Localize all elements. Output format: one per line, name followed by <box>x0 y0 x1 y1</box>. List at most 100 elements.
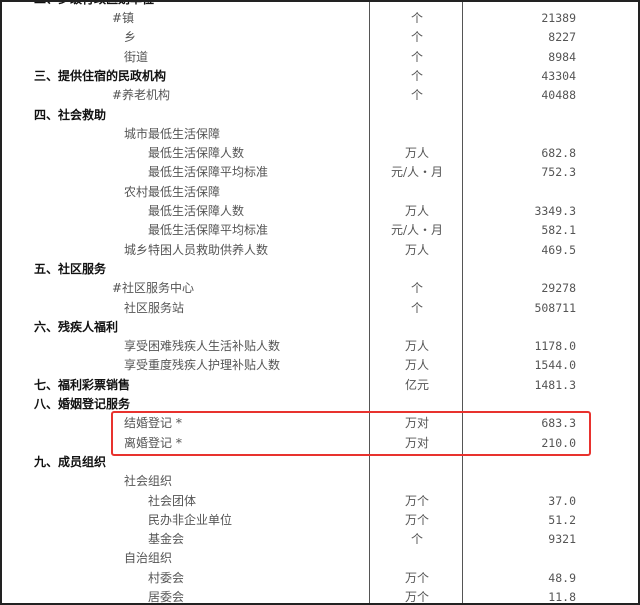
table-row: 城市最低生活保障 <box>2 125 638 144</box>
section-heading: 三、提供住宿的民政机构 <box>34 68 167 83</box>
row-label: #养老机构 <box>112 88 171 103</box>
table-row: 自治组织 <box>2 549 638 568</box>
row-unit: 元/人・月 <box>390 223 444 238</box>
row-unit: 元/人・月 <box>390 165 444 180</box>
row-label: 乡 <box>124 30 137 45</box>
table-row: 八、婚姻登记服务 <box>2 395 638 414</box>
table-row: #养老机构 个 40488 <box>2 86 638 105</box>
row-value: 21389 <box>541 11 576 25</box>
row-label: 城市最低生活保障 <box>124 126 221 141</box>
row-label: 民办非企业单位 <box>148 512 233 527</box>
row-label: 自治组织 <box>124 551 173 566</box>
row-unit: 万个 <box>404 493 429 508</box>
row-unit: 个 <box>410 49 423 64</box>
column-divider-value <box>462 2 463 603</box>
row-label: 基金会 <box>148 532 185 547</box>
row-unit: 亿元 <box>404 377 429 392</box>
row-value: 11.8 <box>548 590 576 604</box>
table-row: 九、成员组织 <box>2 453 638 472</box>
row-label: 结婚登记 * <box>124 416 182 431</box>
table-row: 二、乡级行政区划单位 <box>2 2 638 9</box>
table-row: 村委会 万个 48.9 <box>2 569 638 588</box>
row-value: 8227 <box>548 30 576 45</box>
row-value: 8984 <box>548 49 576 64</box>
table-row: 城乡特困人员救助供养人数 万人 469.5 <box>2 241 638 260</box>
table-row: 六、残疾人福利 <box>2 318 638 337</box>
table-row: 最低生活保障平均标准 元/人・月 752.3 <box>2 163 638 182</box>
section-heading: 二、乡级行政区划单位 <box>34 2 154 9</box>
row-label: 离婚登记 * <box>124 435 182 450</box>
row-value: 508711 <box>534 300 576 315</box>
row-unit: 个 <box>410 11 423 25</box>
table-row: 最低生活保障人数 万人 682.8 <box>2 144 638 163</box>
row-value: 29278 <box>541 281 576 296</box>
row-label: 最低生活保障人数 <box>148 146 245 161</box>
table-row: 基金会 个 9321 <box>2 530 638 549</box>
row-value: 9321 <box>548 532 576 547</box>
section-heading: 九、成员组织 <box>34 454 107 469</box>
table-row: 享受重度残疾人护理补贴人数 万人 1544.0 <box>2 356 638 375</box>
row-label: 居委会 <box>148 590 185 604</box>
row-value: 752.3 <box>541 165 576 180</box>
row-unit: 万对 <box>404 435 429 450</box>
section-heading: 四、社会救助 <box>34 107 107 122</box>
table-row: 享受困难残疾人生活补贴人数 万人 1178.0 <box>2 337 638 356</box>
row-label: #社区服务中心 <box>112 281 195 296</box>
row-value: 43304 <box>541 68 576 83</box>
table-row: 社区服务站 个 508711 <box>2 299 638 318</box>
row-unit: 个 <box>410 281 423 296</box>
row-label: 社会组织 <box>124 474 173 489</box>
table-row: #社区服务中心 个 29278 <box>2 279 638 298</box>
row-unit: 万人 <box>404 204 429 218</box>
table-row: 结婚登记 * 万对 683.3 <box>2 414 638 433</box>
row-value: 682.8 <box>541 146 576 161</box>
table-row: 民办非企业单位 万个 51.2 <box>2 511 638 530</box>
row-label: 农村最低生活保障 <box>124 184 221 199</box>
table-row: #镇 个 21389 <box>2 9 638 28</box>
row-value: 582.1 <box>541 223 576 238</box>
row-label: 村委会 <box>148 570 185 585</box>
row-value: 683.3 <box>541 416 576 431</box>
table-row: 四、社会救助 <box>2 106 638 125</box>
row-unit: 个 <box>410 88 423 103</box>
row-value: 3349.3 <box>534 204 576 218</box>
table-row: 三、提供住宿的民政机构 个 43304 <box>2 67 638 86</box>
row-label: 社会团体 <box>148 493 197 508</box>
row-value: 1178.0 <box>534 339 576 354</box>
row-unit: 万人 <box>404 242 429 257</box>
table-row: 五、社区服务 <box>2 260 638 279</box>
section-heading: 六、残疾人福利 <box>34 319 119 334</box>
column-divider-unit <box>369 2 370 603</box>
row-unit: 个 <box>410 68 423 83</box>
row-unit: 万人 <box>404 339 429 354</box>
table-row: 最低生活保障人数 万人 3349.3 <box>2 202 638 221</box>
row-value: 1481.3 <box>534 377 576 392</box>
table-row: 居委会 万个 11.8 <box>2 588 638 604</box>
table-row: 农村最低生活保障 <box>2 183 638 202</box>
table-row: 社会团体 万个 37.0 <box>2 492 638 511</box>
row-unit: 万对 <box>404 416 429 431</box>
row-label: 最低生活保障平均标准 <box>148 223 269 238</box>
row-value: 1544.0 <box>534 358 576 373</box>
row-label: 享受重度残疾人护理补贴人数 <box>124 358 281 373</box>
row-unit: 个 <box>410 300 423 315</box>
row-unit: 个 <box>410 532 423 547</box>
row-label: 社区服务站 <box>124 300 185 315</box>
table-row: 最低生活保障平均标准 元/人・月 582.1 <box>2 221 638 240</box>
row-unit: 万个 <box>404 512 429 527</box>
row-label: 最低生活保障人数 <box>148 204 245 218</box>
row-label: 街道 <box>124 49 149 64</box>
row-unit: 万个 <box>404 590 429 604</box>
row-label: #镇 <box>112 11 135 25</box>
highlight-box-marriage-registration <box>111 411 591 456</box>
row-value: 210.0 <box>541 435 576 450</box>
section-heading: 五、社区服务 <box>34 261 107 276</box>
row-unit: 个 <box>410 30 423 45</box>
row-unit: 万人 <box>404 146 429 161</box>
row-value: 48.9 <box>548 570 576 585</box>
table-row: 街道 个 8984 <box>2 48 638 67</box>
row-unit: 万人 <box>404 358 429 373</box>
row-label: 享受困难残疾人生活补贴人数 <box>124 339 281 354</box>
row-label: 最低生活保障平均标准 <box>148 165 269 180</box>
